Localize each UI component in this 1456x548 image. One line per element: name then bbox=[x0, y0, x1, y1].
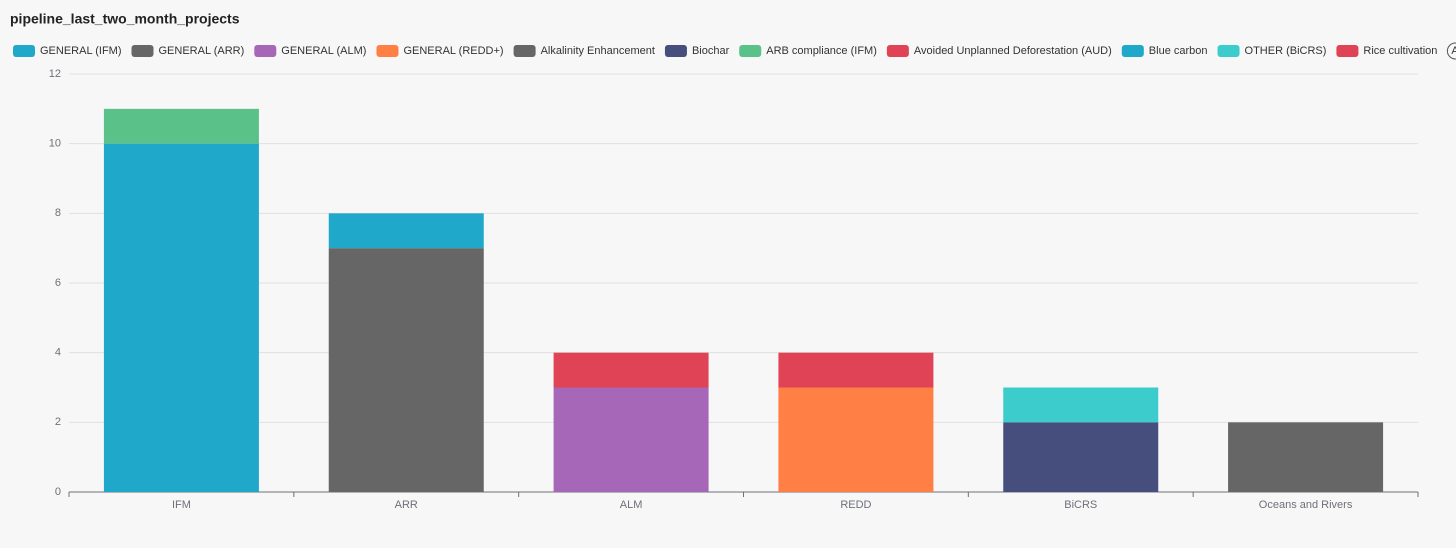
legend-button-label[interactable]: All bbox=[1451, 45, 1456, 57]
x-tick-label: ALM bbox=[620, 499, 643, 511]
bar-segment bbox=[328, 248, 484, 492]
y-tick-label: 2 bbox=[55, 416, 61, 428]
y-tick-label: 8 bbox=[55, 207, 61, 219]
bar-segment bbox=[553, 387, 709, 492]
bar-segment bbox=[328, 213, 484, 249]
legend-swatch[interactable] bbox=[131, 45, 154, 57]
legend-label[interactable]: Alkalinity Enhancement bbox=[541, 45, 655, 57]
legend-swatch[interactable] bbox=[376, 45, 399, 57]
y-tick-label: 12 bbox=[49, 68, 61, 80]
legend-label[interactable]: GENERAL (IFM) bbox=[40, 45, 122, 57]
bar-segment bbox=[778, 352, 934, 388]
legend-label[interactable]: Rice cultivation bbox=[1363, 45, 1437, 57]
legend-label[interactable]: Avoided Unplanned Deforestation (AUD) bbox=[914, 45, 1112, 57]
bar-segment bbox=[103, 108, 259, 144]
bar-segment bbox=[103, 143, 259, 492]
legend-label[interactable]: GENERAL (ARR) bbox=[159, 45, 245, 57]
x-tick-label: IFM bbox=[172, 499, 191, 511]
x-tick-label: BiCRS bbox=[1064, 499, 1097, 511]
legend-label[interactable]: Biochar bbox=[692, 45, 730, 57]
legend-swatch[interactable] bbox=[886, 45, 909, 57]
x-tick-label: ARR bbox=[395, 499, 418, 511]
legend-label[interactable]: Blue carbon bbox=[1149, 45, 1208, 57]
x-tick-label: Oceans and Rivers bbox=[1259, 499, 1353, 511]
bar-segment bbox=[1228, 422, 1384, 492]
legend-swatch[interactable] bbox=[513, 45, 536, 57]
x-tick-label: REDD bbox=[840, 499, 871, 511]
chart-title: pipeline_last_two_month_projects bbox=[10, 11, 240, 27]
y-tick-label: 4 bbox=[55, 347, 61, 359]
bar-segment bbox=[778, 387, 934, 492]
y-tick-label: 0 bbox=[55, 486, 61, 498]
legend-swatch[interactable] bbox=[13, 45, 35, 57]
legend-swatch[interactable] bbox=[664, 45, 687, 57]
legend-label[interactable]: GENERAL (REDD+) bbox=[403, 45, 503, 57]
legend-label[interactable]: ARB compliance (IFM) bbox=[766, 45, 877, 57]
y-tick-label: 6 bbox=[55, 277, 61, 289]
legend-swatch[interactable] bbox=[1121, 45, 1144, 57]
legend-swatch[interactable] bbox=[739, 45, 762, 57]
legend-swatch[interactable] bbox=[254, 45, 277, 57]
legend-label[interactable]: GENERAL (ALM) bbox=[281, 45, 366, 57]
bar-segment bbox=[553, 352, 709, 388]
y-tick-label: 10 bbox=[49, 138, 61, 150]
bar-segment bbox=[1003, 422, 1159, 492]
legend-label[interactable]: OTHER (BiCRS) bbox=[1245, 45, 1327, 57]
legend-button[interactable] bbox=[1446, 42, 1456, 60]
legend-swatch[interactable] bbox=[1217, 45, 1240, 57]
legend-swatch[interactable] bbox=[1336, 45, 1359, 57]
bar-segment bbox=[1003, 387, 1159, 423]
